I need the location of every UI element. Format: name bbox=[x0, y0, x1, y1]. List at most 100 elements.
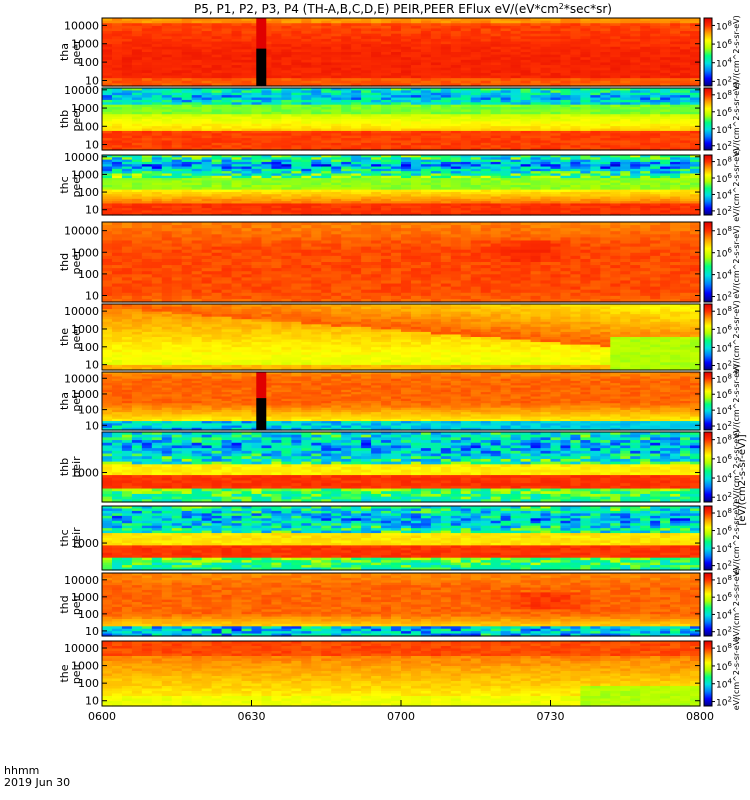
heat-cells-thc-peer bbox=[102, 155, 701, 216]
heat-cell bbox=[131, 57, 143, 61]
heat-cell bbox=[361, 104, 372, 108]
heat-cell bbox=[410, 121, 422, 125]
heat-cell bbox=[401, 31, 412, 35]
heat-cell bbox=[401, 135, 412, 139]
heat-cell bbox=[271, 107, 282, 111]
heat-cell bbox=[590, 31, 601, 35]
heat-cell bbox=[231, 75, 243, 79]
heat-cell bbox=[161, 41, 173, 45]
heat-cell bbox=[111, 99, 123, 103]
heat-cell bbox=[540, 46, 552, 50]
heat-cell bbox=[480, 44, 492, 48]
heat-cell bbox=[420, 114, 432, 118]
heat-cell bbox=[241, 88, 253, 91]
heat-cell bbox=[530, 62, 542, 66]
heat-cell bbox=[440, 128, 452, 132]
heat-cell bbox=[141, 90, 153, 94]
heat-cell bbox=[271, 102, 282, 106]
heat-cell bbox=[161, 140, 173, 144]
heat-cell bbox=[490, 109, 502, 113]
heat-cell bbox=[560, 90, 572, 94]
heat-cell bbox=[450, 107, 462, 111]
heat-cell bbox=[361, 67, 372, 71]
heat-cell bbox=[181, 20, 193, 24]
heat-cell bbox=[460, 111, 472, 115]
heat-cell bbox=[490, 36, 502, 40]
heat-cell bbox=[530, 54, 542, 58]
heat-cell bbox=[470, 38, 482, 43]
heat-cell bbox=[530, 33, 542, 37]
colorbar-tick-label: 106 bbox=[716, 106, 732, 119]
heat-cell bbox=[460, 31, 472, 35]
heat-cell bbox=[271, 70, 282, 74]
heat-cell bbox=[650, 20, 661, 24]
heat-cell bbox=[301, 18, 312, 22]
heat-cell bbox=[450, 92, 462, 96]
heat-cell bbox=[231, 31, 243, 35]
heat-cell bbox=[231, 121, 243, 125]
heat-cell bbox=[181, 92, 193, 96]
heat-cell bbox=[281, 28, 292, 32]
heat-cell bbox=[331, 54, 342, 58]
heat-cell bbox=[191, 46, 203, 50]
heat-cell bbox=[151, 107, 163, 111]
heat-cell bbox=[470, 33, 482, 37]
heat-cell bbox=[191, 59, 203, 64]
heat-cell bbox=[161, 135, 173, 139]
heat-cell bbox=[381, 130, 392, 134]
heat-cell bbox=[351, 95, 362, 99]
heat-cell bbox=[640, 36, 651, 40]
heat-cell bbox=[151, 23, 163, 27]
heat-cell bbox=[610, 83, 621, 87]
heat-cell bbox=[550, 147, 562, 151]
heat-cell bbox=[161, 31, 173, 35]
heat-cell bbox=[311, 116, 322, 120]
heat-cell bbox=[171, 80, 183, 84]
heat-cell bbox=[520, 70, 532, 74]
heat-cell bbox=[281, 116, 292, 120]
heat-cell bbox=[690, 31, 701, 35]
heat-cell bbox=[540, 36, 552, 40]
heat-cell bbox=[520, 83, 532, 87]
heat-cell bbox=[161, 107, 173, 111]
heat-cell bbox=[201, 99, 213, 103]
heat-cell bbox=[420, 75, 432, 79]
heat-cell bbox=[281, 44, 292, 48]
heat-cell bbox=[201, 31, 213, 35]
heat-cell bbox=[211, 62, 223, 66]
heat-cell bbox=[381, 75, 392, 79]
heat-cell bbox=[430, 41, 442, 45]
heat-cell bbox=[311, 72, 322, 77]
heat-cell bbox=[550, 72, 562, 77]
heat-cell bbox=[520, 65, 532, 69]
heat-cell bbox=[600, 92, 611, 96]
heat-cell bbox=[151, 111, 163, 115]
heat-cell bbox=[281, 109, 292, 113]
heat-cell bbox=[680, 18, 691, 22]
heat-cell bbox=[181, 114, 193, 118]
heat-cell bbox=[231, 123, 243, 127]
heat-cell bbox=[191, 95, 203, 99]
heat-cell bbox=[102, 121, 113, 125]
heat-cell bbox=[570, 138, 581, 142]
heat-cell bbox=[251, 135, 263, 139]
heat-cell bbox=[151, 119, 163, 122]
heat-cell bbox=[171, 102, 183, 106]
heat-cell bbox=[580, 140, 591, 144]
heat-cell bbox=[241, 83, 253, 87]
heat-cell bbox=[610, 140, 621, 144]
heat-cell bbox=[111, 135, 123, 139]
heat-cell bbox=[570, 75, 581, 79]
heat-cell bbox=[381, 128, 392, 132]
heat-cell bbox=[550, 111, 562, 115]
heat-cell bbox=[470, 83, 482, 87]
heat-cell bbox=[560, 38, 572, 43]
heat-cell bbox=[540, 138, 552, 142]
heat-cell bbox=[540, 145, 552, 149]
heat-cell bbox=[141, 119, 153, 122]
heat-cell bbox=[311, 135, 322, 139]
heat-cell bbox=[221, 78, 233, 82]
